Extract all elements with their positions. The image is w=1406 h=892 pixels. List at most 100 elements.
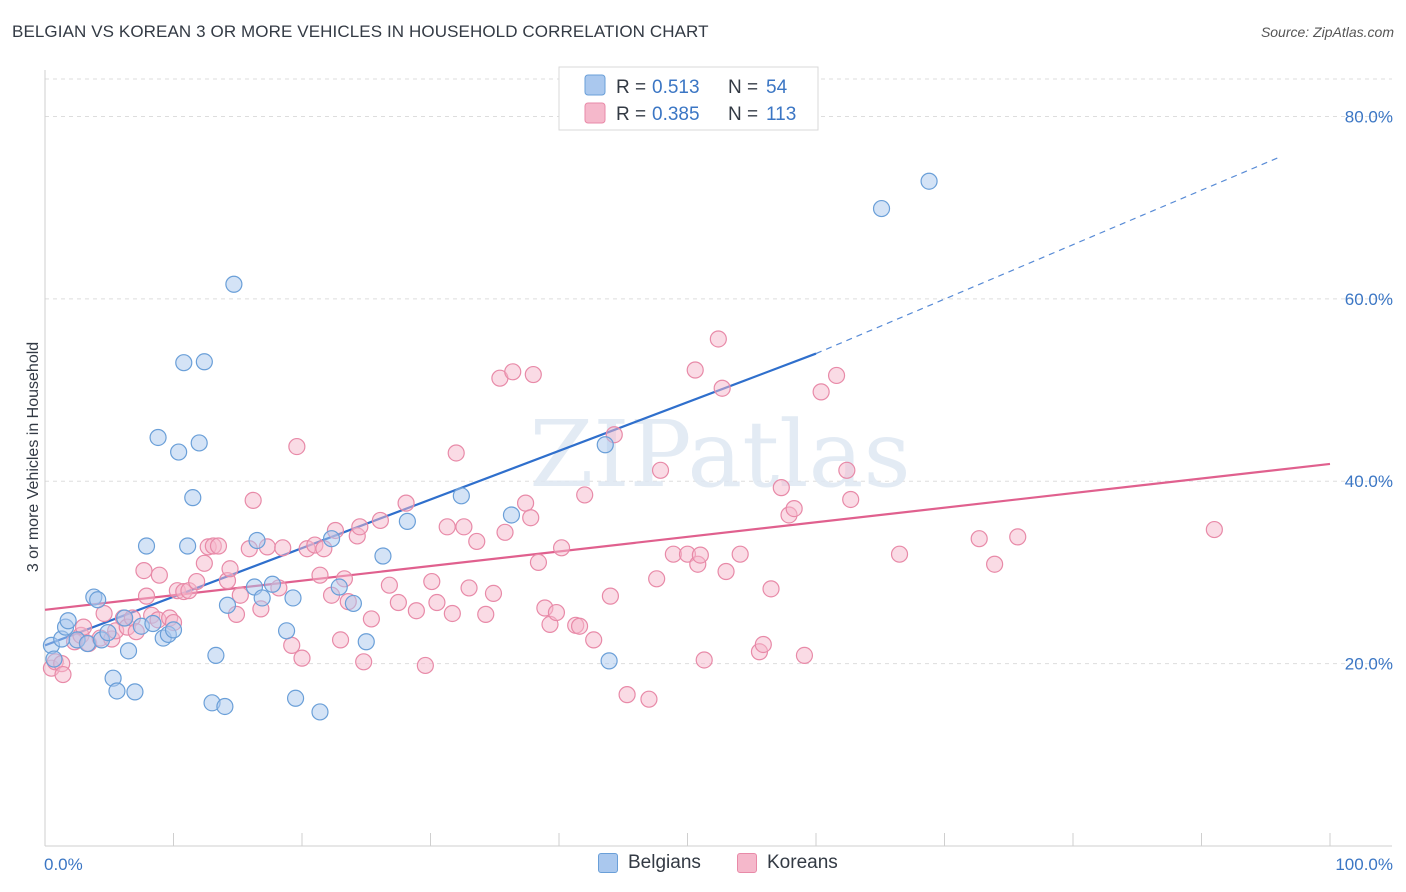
belgian-point bbox=[600, 652, 618, 670]
belgian-point bbox=[190, 434, 208, 452]
korean-point bbox=[795, 646, 814, 665]
chart-title: BELGIAN VS KOREAN 3 OR MORE VEHICLES IN … bbox=[12, 22, 709, 41]
belgian-point bbox=[116, 609, 134, 627]
legend-r-value-belgians: 0.513 bbox=[652, 77, 700, 98]
belgian-point bbox=[175, 354, 193, 372]
x-tick-label-min: 0.0% bbox=[44, 855, 83, 874]
y-axis-title: 3 or more Vehicles in Household bbox=[25, 342, 42, 572]
korean-point bbox=[585, 631, 603, 649]
korean-point bbox=[986, 555, 1004, 573]
belgian-point bbox=[322, 530, 341, 548]
belgian-point bbox=[164, 621, 183, 639]
korean-point bbox=[137, 587, 156, 605]
y-tick-label: 80.0% bbox=[1345, 107, 1393, 126]
belgian-point bbox=[920, 172, 938, 190]
data-points bbox=[42, 172, 1223, 721]
belgian-point bbox=[344, 594, 362, 613]
korean-point bbox=[713, 379, 731, 397]
legend-r-label-koreans: R = bbox=[616, 104, 646, 125]
korean-point bbox=[890, 545, 909, 563]
belgian-point bbox=[398, 512, 416, 530]
y-tick-labels: 20.0% 40.0% 60.0% 80.0% bbox=[1345, 107, 1393, 673]
legend-n-label-belgians: N = bbox=[728, 77, 758, 98]
korean-point bbox=[371, 511, 389, 530]
y-tick-label: 60.0% bbox=[1345, 290, 1393, 309]
korean-point bbox=[1205, 520, 1223, 539]
legend-swatch-belgians bbox=[584, 74, 606, 96]
x-tick-label-max: 100.0% bbox=[1335, 855, 1393, 874]
korean-point bbox=[576, 486, 594, 504]
korean-point bbox=[351, 518, 369, 536]
korean-point bbox=[460, 579, 478, 597]
korean-point bbox=[455, 518, 473, 536]
y-tick-label: 20.0% bbox=[1345, 655, 1393, 674]
korean-point bbox=[362, 610, 380, 628]
korean-point bbox=[772, 479, 790, 497]
korean-point bbox=[195, 554, 213, 572]
legend-r-label-belgians: R = bbox=[616, 77, 646, 98]
belgian-point bbox=[872, 199, 891, 218]
belgians-label: Belgians bbox=[628, 852, 701, 873]
korean-point bbox=[570, 617, 589, 635]
korean-point bbox=[428, 593, 446, 612]
korean-point bbox=[547, 603, 566, 622]
korean-point bbox=[423, 572, 441, 591]
korean-point bbox=[484, 584, 503, 603]
korean-point bbox=[355, 653, 373, 671]
axes bbox=[44, 70, 1392, 847]
belgian-point bbox=[218, 596, 237, 614]
belgian-point bbox=[179, 537, 197, 555]
belgians-swatch bbox=[598, 853, 618, 873]
korean-point bbox=[438, 518, 456, 536]
korean-point bbox=[524, 365, 542, 384]
watermark: ZIPatlas bbox=[529, 401, 910, 508]
korean-point bbox=[54, 665, 72, 684]
korean-point bbox=[311, 566, 329, 584]
korean-point bbox=[188, 572, 206, 591]
source-label: Source: ZipAtlas.com bbox=[1260, 24, 1394, 40]
korean-point bbox=[504, 363, 522, 381]
korean-point bbox=[274, 539, 292, 557]
korean-point bbox=[477, 605, 495, 623]
korean-point bbox=[407, 602, 425, 620]
korean-point bbox=[209, 537, 228, 555]
korean-point bbox=[389, 593, 407, 612]
belgian-point bbox=[284, 589, 302, 607]
korean-point bbox=[601, 587, 620, 605]
legend-box: R = 0.513 N = 54 R = 0.385 N = 113 bbox=[558, 66, 819, 131]
korean-point bbox=[231, 586, 249, 604]
belgian-point bbox=[59, 612, 77, 630]
korean-point bbox=[731, 545, 749, 563]
belgian-point bbox=[452, 487, 470, 505]
bottom-legend: Belgians Koreans bbox=[0, 852, 1406, 878]
korean-point bbox=[529, 553, 548, 571]
belgian-point bbox=[277, 622, 296, 640]
korean-point bbox=[331, 631, 350, 649]
korean-point bbox=[812, 383, 830, 401]
korean-point bbox=[827, 366, 846, 385]
belgian-point bbox=[374, 547, 392, 565]
belgian-point bbox=[216, 697, 234, 716]
legend-n-label-koreans: N = bbox=[728, 104, 758, 125]
belgians-trend-extension bbox=[815, 156, 1279, 355]
belgian-point bbox=[502, 506, 521, 524]
korean-point bbox=[496, 523, 514, 541]
legend-n-value-belgians: 54 bbox=[766, 77, 788, 98]
korean-point bbox=[618, 686, 636, 704]
korean-point bbox=[416, 656, 434, 675]
grid-lines bbox=[45, 78, 1392, 665]
korean-point bbox=[447, 444, 465, 462]
belgian-point bbox=[330, 578, 348, 596]
belgian-point bbox=[108, 682, 126, 700]
korean-point bbox=[468, 532, 486, 551]
belgian-point bbox=[596, 436, 614, 454]
korean-point bbox=[762, 580, 780, 598]
korean-point bbox=[651, 461, 670, 479]
belgian-point bbox=[137, 537, 156, 555]
belgian-point bbox=[207, 646, 225, 665]
belgian-point bbox=[195, 353, 213, 371]
legend-swatch-koreans bbox=[584, 102, 606, 124]
belgian-point bbox=[126, 683, 144, 701]
belgian-point bbox=[253, 589, 271, 607]
